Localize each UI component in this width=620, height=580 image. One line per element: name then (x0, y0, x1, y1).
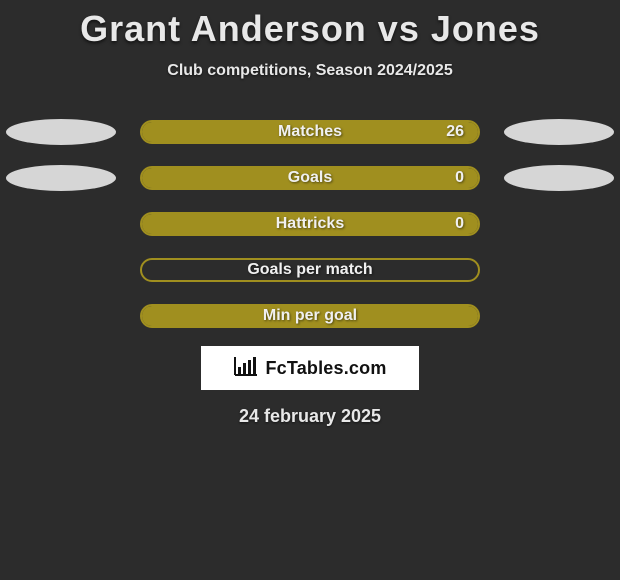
bar-chart-icon (233, 355, 259, 382)
right-ellipse (504, 119, 614, 145)
stat-bar: Matches26 (140, 120, 480, 144)
stat-bar: Goals0 (140, 166, 480, 190)
stat-label: Goals per match (142, 260, 478, 280)
right-ellipse (504, 165, 614, 191)
stat-bar: Min per goal (140, 304, 480, 328)
stat-row: Goals per match (0, 246, 620, 292)
stat-value: 0 (455, 214, 464, 234)
stat-label: Goals (142, 168, 478, 188)
stat-bar: Hattricks0 (140, 212, 480, 236)
page-title: Grant Anderson vs Jones (0, 0, 620, 50)
stat-rows: Matches26Goals0Hattricks0Goals per match… (0, 108, 620, 338)
left-ellipse (6, 119, 116, 145)
stat-value: 0 (455, 168, 464, 188)
left-ellipse (6, 165, 116, 191)
logo-box: FcTables.com (201, 346, 419, 390)
stat-label: Min per goal (142, 306, 478, 326)
date-label: 24 february 2025 (0, 406, 620, 427)
stat-value: 26 (446, 122, 464, 142)
page-subtitle: Club competitions, Season 2024/2025 (0, 62, 620, 80)
stat-bar: Goals per match (140, 258, 480, 282)
stat-row: Matches26 (0, 108, 620, 154)
stat-row: Hattricks0 (0, 200, 620, 246)
stat-row: Min per goal (0, 292, 620, 338)
stat-label: Matches (142, 122, 478, 142)
logo-text: FcTables.com (265, 358, 386, 379)
stat-label: Hattricks (142, 214, 478, 234)
stat-row: Goals0 (0, 154, 620, 200)
